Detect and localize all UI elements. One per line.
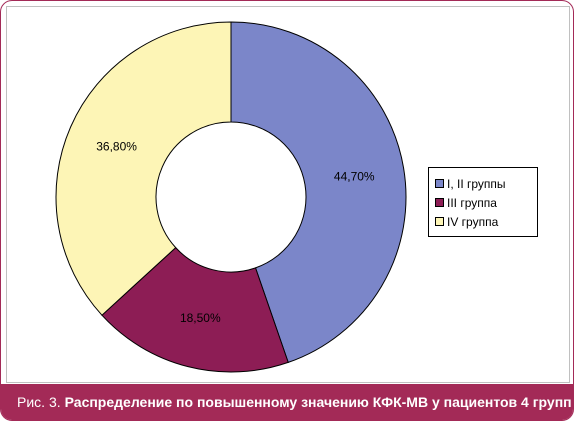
slice-label-2: 18,50% (180, 311, 221, 325)
legend-item-3: IV группа (435, 212, 537, 231)
figure-title: Распределение по повышенному значению КФ… (64, 394, 572, 410)
figure-caption: Рис. 3. Распределение по повышенному зна… (1, 384, 573, 420)
donut-slice-1 (230, 21, 407, 364)
donut-slice-2 (101, 246, 289, 373)
legend-label-3: IV группа (447, 214, 499, 229)
chart-legend: I, II группы III группа IV группа (428, 167, 538, 237)
slice-label-1: 44,70% (334, 169, 375, 183)
donut-chart: 44,70% 18,50% 36,80% (55, 21, 407, 373)
legend-swatch-1 (435, 179, 444, 188)
legend-swatch-3 (435, 217, 444, 226)
legend-item-2: III группа (435, 193, 537, 212)
legend-label-1: I, II группы (447, 176, 506, 191)
chart-area: 44,70% 18,50% 36,80% I, II группы III груп… (6, 6, 570, 383)
figure-number: Рис. 3. (17, 394, 61, 410)
slice-label-3: 36,80% (96, 140, 137, 154)
donut-slice-3 (55, 21, 232, 316)
legend-label-2: III группа (447, 195, 497, 210)
legend-swatch-2 (435, 198, 444, 207)
legend-item-1: I, II группы (435, 174, 537, 193)
